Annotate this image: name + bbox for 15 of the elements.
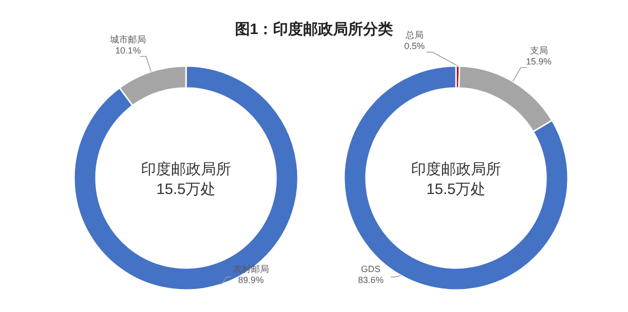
- data-label: 89.9%: [238, 275, 264, 285]
- text: 15.5万处: [156, 181, 216, 198]
- data-label: 0.5%: [404, 41, 425, 52]
- data-label: 83.6%: [358, 275, 384, 285]
- data-label: 15.9%: [526, 56, 552, 67]
- slice-label: 城市邮局: [109, 34, 146, 44]
- chart-title: 图1：印度邮政局所分类: [234, 20, 394, 38]
- text: 15.5万处: [426, 181, 486, 198]
- text: 印度邮政局所: [411, 161, 501, 178]
- text: 印度邮政局所: [141, 161, 231, 178]
- data-label: 10.1%: [115, 45, 141, 56]
- slice-label: GDS: [361, 264, 381, 274]
- slice-label: 总局: [404, 30, 424, 40]
- slice-label: 农村邮局: [232, 264, 269, 274]
- slice-label: 支局: [530, 46, 548, 56]
